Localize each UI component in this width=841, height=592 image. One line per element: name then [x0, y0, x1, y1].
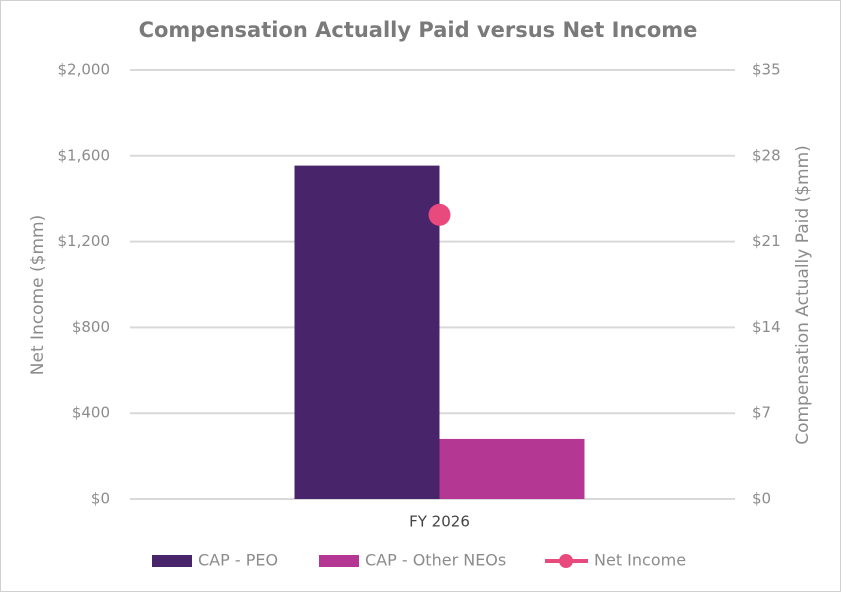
- y2-tick-label: $0: [752, 490, 771, 508]
- y-tick-label: $800: [72, 318, 110, 336]
- chart-title: Compensation Actually Paid versus Net In…: [139, 18, 698, 42]
- y2-tick-label: $35: [752, 61, 781, 79]
- y2-tick-label: $28: [752, 146, 781, 164]
- y2-axis-label: Compensation Actually Paid ($mm): [793, 145, 813, 445]
- legend-label: Net Income: [594, 551, 686, 570]
- y-tick-label: $2,000: [58, 61, 111, 79]
- x-tick-label: FY 2026: [409, 513, 470, 531]
- y-tick-label: $400: [72, 404, 110, 422]
- bar: [294, 165, 440, 499]
- y-tick-label: $0: [91, 490, 110, 508]
- legend-label: CAP - PEO: [198, 551, 278, 570]
- y2-tick-label: $14: [752, 318, 781, 336]
- line-point: [428, 203, 451, 226]
- y2-tick-label: $21: [752, 232, 781, 250]
- legend-swatch: [559, 554, 573, 568]
- y2-tick-label: $7: [752, 404, 771, 422]
- y-tick-label: $1,200: [58, 232, 111, 250]
- legend-label: CAP - Other NEOs: [365, 551, 506, 570]
- legend-swatch: [319, 555, 359, 567]
- legend-swatch: [152, 555, 192, 567]
- y-axis-label: Net Income ($mm): [28, 215, 48, 375]
- y-tick-label: $1,600: [58, 146, 111, 164]
- bar: [439, 438, 585, 499]
